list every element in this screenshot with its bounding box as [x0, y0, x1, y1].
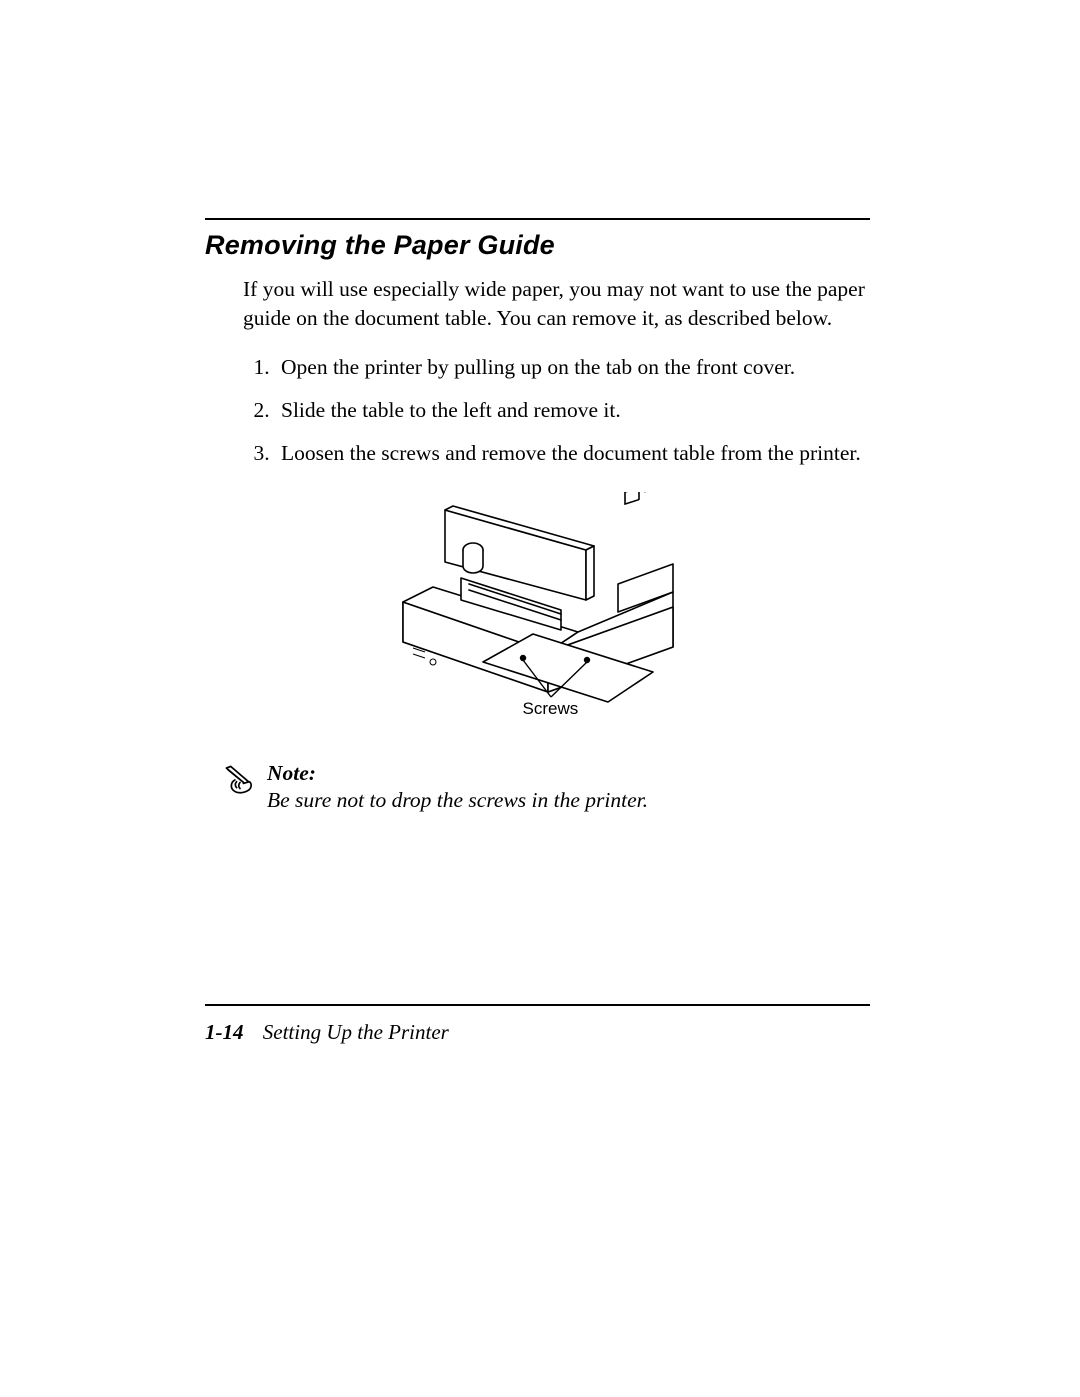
page-footer: 1-14 Setting Up the Printer: [205, 1020, 449, 1045]
printer-svg: [373, 492, 703, 727]
footer-section-title: Setting Up the Printer: [263, 1020, 449, 1044]
figure-container: Screws: [205, 492, 870, 727]
note-body: Be sure not to drop the screws in the pr…: [267, 788, 648, 813]
section-heading: Removing the Paper Guide: [205, 230, 870, 261]
step-item: Loosen the screws and remove the documen…: [275, 439, 870, 468]
step-item: Slide the table to the left and remove i…: [275, 396, 870, 425]
intro-paragraph: If you will use especially wide paper, y…: [243, 275, 870, 333]
note-title: Note:: [267, 761, 648, 786]
bottom-horizontal-rule: [205, 1004, 870, 1006]
note-hand-icon: [223, 763, 257, 797]
page-number: 1-14: [205, 1020, 244, 1044]
note-block: Note: Be sure not to drop the screws in …: [223, 761, 870, 813]
bottom-rule-wrap: [205, 1004, 870, 1006]
steps-list: Open the printer by pulling up on the ta…: [243, 353, 870, 468]
printer-diagram: Screws: [373, 492, 703, 727]
step-item: Open the printer by pulling up on the ta…: [275, 353, 870, 382]
note-text: Note: Be sure not to drop the screws in …: [267, 761, 648, 813]
top-horizontal-rule: [205, 218, 870, 220]
figure-caption: Screws: [523, 699, 579, 719]
manual-page: Removing the Paper Guide If you will use…: [0, 0, 1080, 1397]
